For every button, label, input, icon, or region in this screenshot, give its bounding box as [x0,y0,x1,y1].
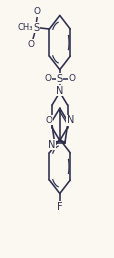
Text: CH₃: CH₃ [17,23,33,32]
Text: O: O [68,74,75,83]
Text: O: O [34,7,40,16]
Text: O: O [45,116,52,125]
Text: S: S [56,74,62,84]
Text: N: N [66,115,74,125]
Text: O: O [27,40,34,49]
Text: O: O [44,74,51,83]
Text: S: S [33,23,39,33]
Text: N: N [56,86,63,96]
Text: F: F [57,202,62,212]
Text: N: N [48,140,55,150]
